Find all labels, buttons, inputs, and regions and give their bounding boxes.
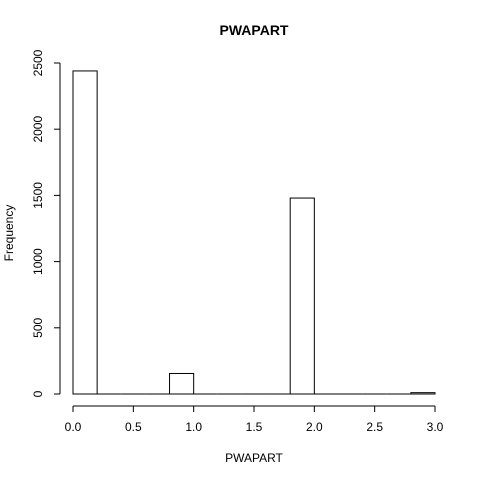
y-tick-label: 1000 [31,248,45,275]
histogram-bar-0 [72,70,98,395]
x-tick-label: 0.5 [125,420,142,434]
x-tick-label: 0.0 [65,420,82,434]
y-tick-label: 1500 [31,182,45,209]
y-axis: 0 500 1000 1500 2000 2500 [31,49,61,397]
y-tick-label: 2500 [31,49,45,76]
x-tick-label: 3.0 [427,420,444,434]
y-tick-label: 500 [31,317,45,337]
histogram-bar-4 [169,372,195,395]
y-tick-label: 2000 [31,116,45,143]
x-axis: 0.0 0.5 1.0 1.5 2.0 2.5 3.0 [65,405,444,434]
x-tick-label: 2.5 [366,420,383,434]
histogram-bar-9 [289,197,315,395]
bars-group [72,70,436,395]
chart-title: PWAPART [220,22,289,38]
x-axis-label: PWAPART [225,451,283,465]
histogram-bar-14 [410,392,436,395]
y-axis-label: Frequency [2,205,16,262]
x-tick-label: 2.0 [306,420,323,434]
x-tick-label: 1.5 [246,420,263,434]
x-tick-label: 1.0 [185,420,202,434]
y-tick-label: 0 [31,390,45,397]
